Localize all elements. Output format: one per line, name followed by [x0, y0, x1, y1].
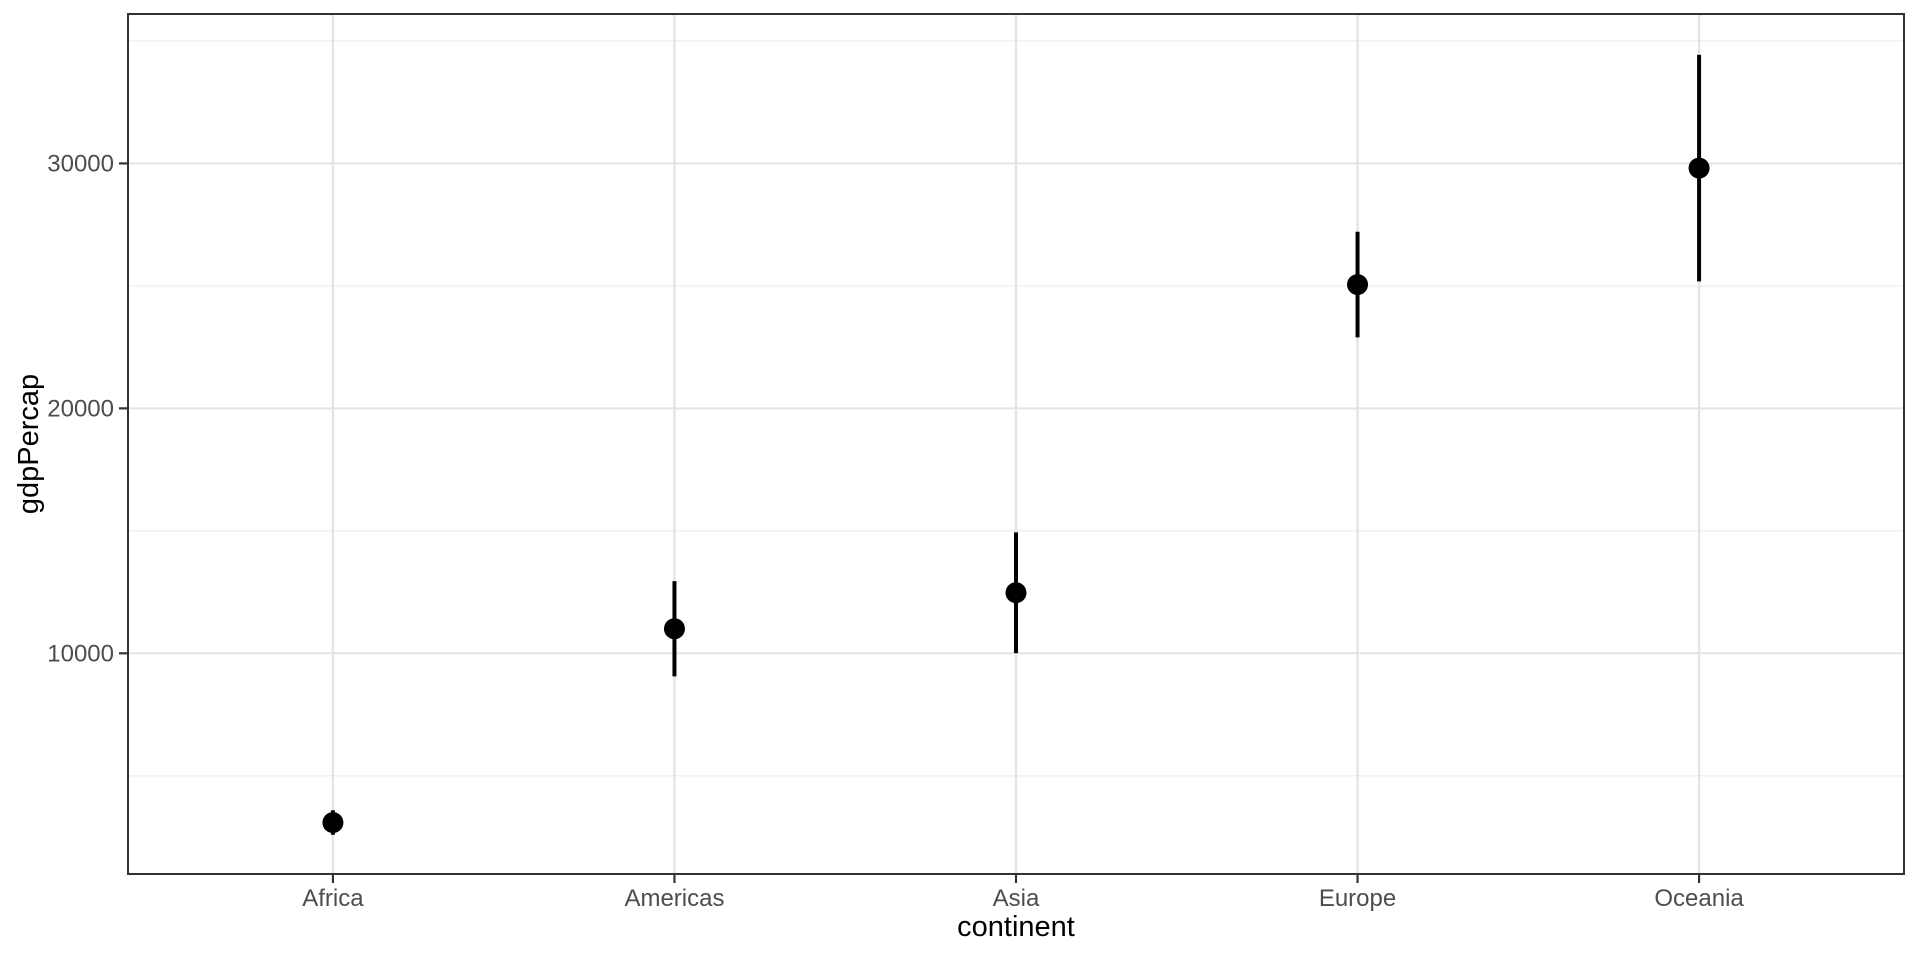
y-tick-label-20000: 20000: [47, 395, 114, 422]
y-tick-label-10000: 10000: [47, 640, 114, 667]
mean-point-americas: [663, 618, 685, 640]
y-axis-title: gdpPercap: [13, 373, 46, 515]
mean-point-oceania: [1688, 157, 1710, 179]
panel-border: [127, 13, 1905, 875]
x-tick-label-europe: Europe: [1319, 885, 1396, 912]
x-tick-label-africa: Africa: [302, 885, 364, 912]
mean-point-africa: [322, 812, 344, 834]
x-tick-label-americas: Americas: [624, 885, 724, 912]
x-tick-label-asia: Asia: [993, 885, 1040, 912]
mean-point-europe: [1347, 274, 1369, 296]
x-tick-label-oceania: Oceania: [1654, 885, 1744, 912]
mean-point-asia: [1005, 582, 1027, 604]
y-tick-label-30000: 30000: [47, 150, 114, 177]
x-axis-title: continent: [957, 911, 1075, 943]
